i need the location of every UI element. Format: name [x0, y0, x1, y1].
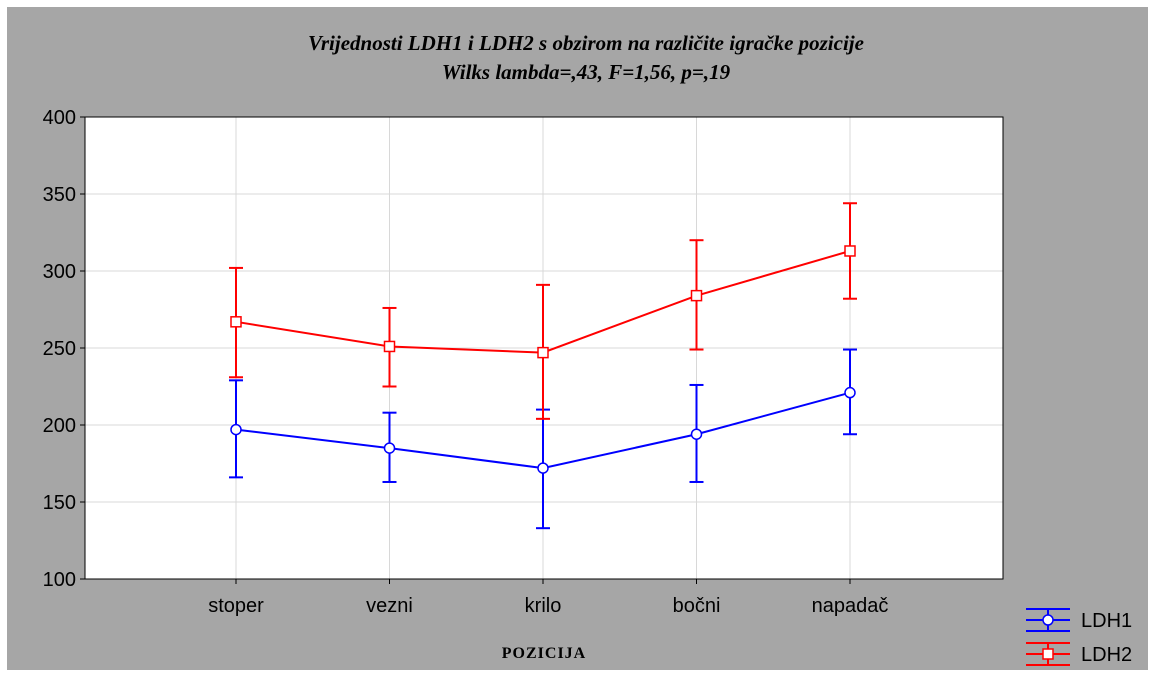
- x-axis-label: POZICIJA: [502, 645, 586, 662]
- data-point-marker: [383, 340, 396, 353]
- data-point-marker: [844, 386, 856, 399]
- chart-subtitle: Wilks lambda=,43, F=1,56, p=,19: [442, 60, 731, 84]
- legend-item-ldh2: LDH2: [1026, 642, 1132, 666]
- y-tick-label: 200: [43, 415, 76, 437]
- series-ldh2: [229, 202, 857, 420]
- y-axis-ticks: 100 150 200 250 300 350 400: [43, 107, 85, 591]
- data-point-marker: [537, 462, 549, 474]
- y-tick-label: 100: [43, 569, 76, 591]
- y-tick-label: 250: [43, 338, 76, 360]
- legend: LDH1 LDH2: [1026, 608, 1132, 666]
- data-point-marker: [690, 428, 703, 440]
- data-point-marker: [537, 346, 549, 359]
- legend-item-ldh1: LDH1: [1026, 608, 1132, 632]
- x-tick-label: bočni: [673, 595, 721, 617]
- data-point-marker: [690, 289, 703, 302]
- legend-label: LDH2: [1081, 644, 1132, 666]
- legend-label: LDH1: [1081, 610, 1132, 632]
- y-tick-label: 150: [43, 492, 76, 514]
- y-tick-label: 350: [43, 184, 76, 206]
- data-point-marker: [844, 245, 856, 257]
- y-tick-label: 400: [43, 107, 76, 129]
- legend-marker: [1042, 614, 1054, 626]
- y-tick-label: 300: [43, 261, 76, 283]
- data-point-marker: [230, 316, 242, 328]
- series-layer: [229, 202, 857, 530]
- series-ldh1: [229, 348, 857, 530]
- legend-marker: [1042, 648, 1054, 660]
- x-tick-label: vezni: [366, 595, 413, 617]
- x-tick-label: krilo: [525, 595, 562, 617]
- x-axis-ticks: stoper vezni krilo bočni napadač: [208, 579, 888, 617]
- data-point-marker: [383, 442, 396, 454]
- chart-title: Vrijednosti LDH1 i LDH2 s obzirom na raz…: [308, 31, 864, 55]
- data-point-marker: [230, 423, 242, 436]
- x-tick-label: stoper: [208, 595, 264, 617]
- x-tick-label: napadač: [812, 595, 889, 617]
